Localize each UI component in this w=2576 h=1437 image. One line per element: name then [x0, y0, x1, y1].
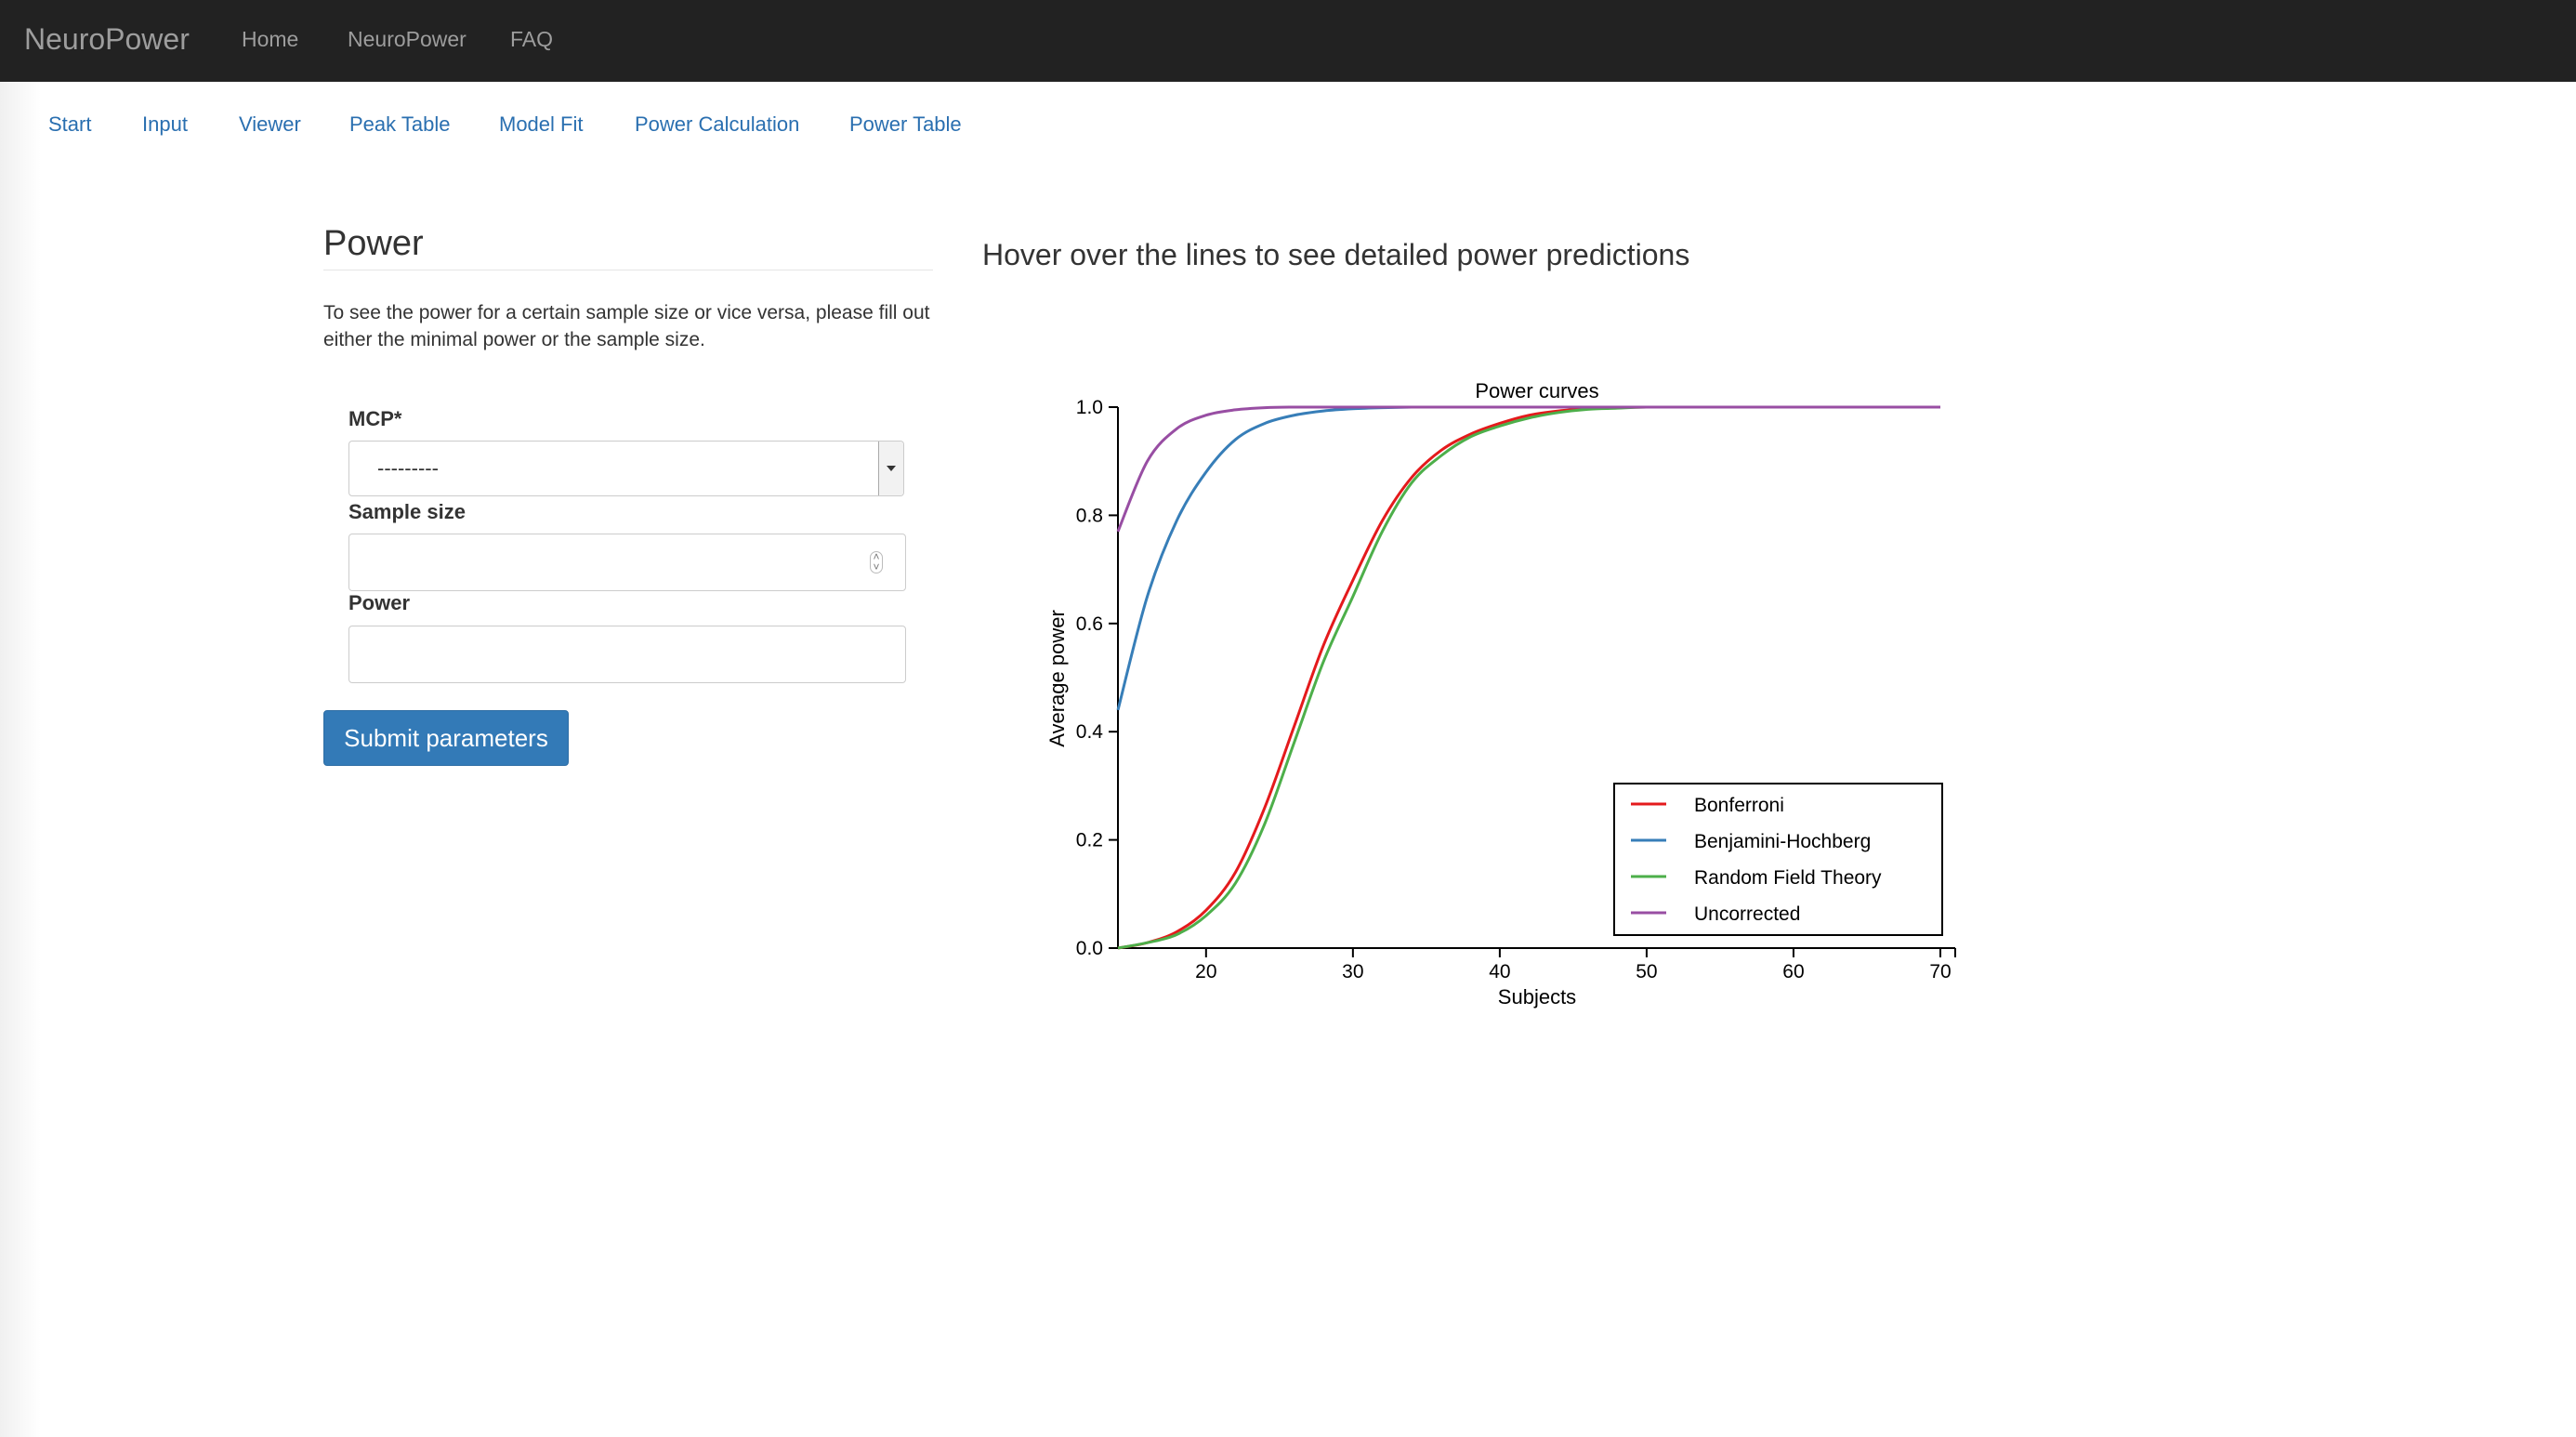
- page-edge-shadow: [0, 82, 41, 1437]
- top-navbar: NeuroPower Home NeuroPower FAQ: [0, 0, 2576, 82]
- spinner-icon[interactable]: ˄ ˅: [870, 551, 883, 573]
- power-label: Power: [348, 591, 411, 614]
- legend-label: Benjamini-Hochberg: [1694, 831, 1871, 852]
- y-axis-label: Average power: [1045, 610, 1069, 747]
- chart-heading: Hover over the lines to see detailed pow…: [982, 238, 1690, 271]
- tab-viewer[interactable]: Viewer: [239, 112, 301, 136]
- nav-home[interactable]: Home: [242, 27, 299, 51]
- x-tick-label: 40: [1489, 961, 1510, 982]
- nav-neuropower[interactable]: NeuroPower: [348, 27, 467, 51]
- mcp-label: MCP*: [348, 407, 402, 430]
- chart-title: Power curves: [1475, 379, 1598, 402]
- y-tick-label: 0.6: [1076, 613, 1103, 635]
- mcp-selected-value: ---------: [377, 456, 439, 480]
- power-input[interactable]: [348, 626, 906, 683]
- chart-axes: 20 30 40 50 60 70 0.0 0.2 0.4 0.6 0.8 1.0: [1076, 397, 1956, 982]
- tab-start[interactable]: Start: [48, 112, 92, 136]
- x-tick-label: 50: [1636, 961, 1657, 982]
- legend-label: Uncorrected: [1694, 903, 1800, 925]
- chart-lines: [1116, 405, 1940, 950]
- x-tick-label: 70: [1929, 961, 1951, 982]
- x-tick-label: 60: [1782, 961, 1804, 982]
- y-tick-label: 0.4: [1076, 721, 1104, 743]
- tab-power-table[interactable]: Power Table: [849, 112, 962, 136]
- brand-logo[interactable]: NeuroPower: [24, 22, 190, 56]
- legend-label: Bonferroni: [1694, 795, 1784, 816]
- tab-input[interactable]: Input: [142, 112, 188, 136]
- series-line-uncorrected[interactable]: [1116, 405, 1940, 533]
- tab-model-fit[interactable]: Model Fit: [499, 112, 584, 136]
- mcp-select[interactable]: ---------: [348, 441, 904, 496]
- series-line-benjamini-hochberg[interactable]: [1116, 405, 1940, 711]
- y-tick-label: 0.0: [1076, 938, 1103, 959]
- sample-size-label: Sample size: [348, 500, 466, 523]
- legend-box: [1613, 783, 1943, 936]
- chevron-down-icon[interactable]: [878, 442, 903, 495]
- tab-power-calculation[interactable]: Power Calculation: [635, 112, 800, 136]
- legend-label: Random Field Theory: [1694, 867, 1882, 889]
- x-tick-label: 20: [1195, 961, 1216, 982]
- x-tick-label: 30: [1342, 961, 1363, 982]
- chart-legend: Bonferroni Benjamini-Hochberg Random Field…: [1613, 783, 1943, 936]
- y-tick-label: 0.8: [1076, 505, 1103, 526]
- power-curves-chart: 20 30 40 50 60 70 0.0 0.2 0.4 0.6 0.8 1.0 Power cur…: [1045, 379, 1956, 1009]
- help-text: To see the power for a certain sample si…: [323, 302, 930, 350]
- x-axis-label: Subjects: [1498, 985, 1576, 1009]
- panel-title: Power: [323, 219, 933, 270]
- tab-peak-table[interactable]: Peak Table: [349, 112, 451, 136]
- submit-parameters-button[interactable]: Submit parameters: [323, 710, 569, 766]
- y-tick-label: 0.2: [1076, 830, 1103, 851]
- nav-faq[interactable]: FAQ: [510, 27, 554, 51]
- sample-size-input[interactable]: ˄ ˅: [348, 534, 906, 591]
- y-tick-label: 1.0: [1076, 397, 1103, 418]
